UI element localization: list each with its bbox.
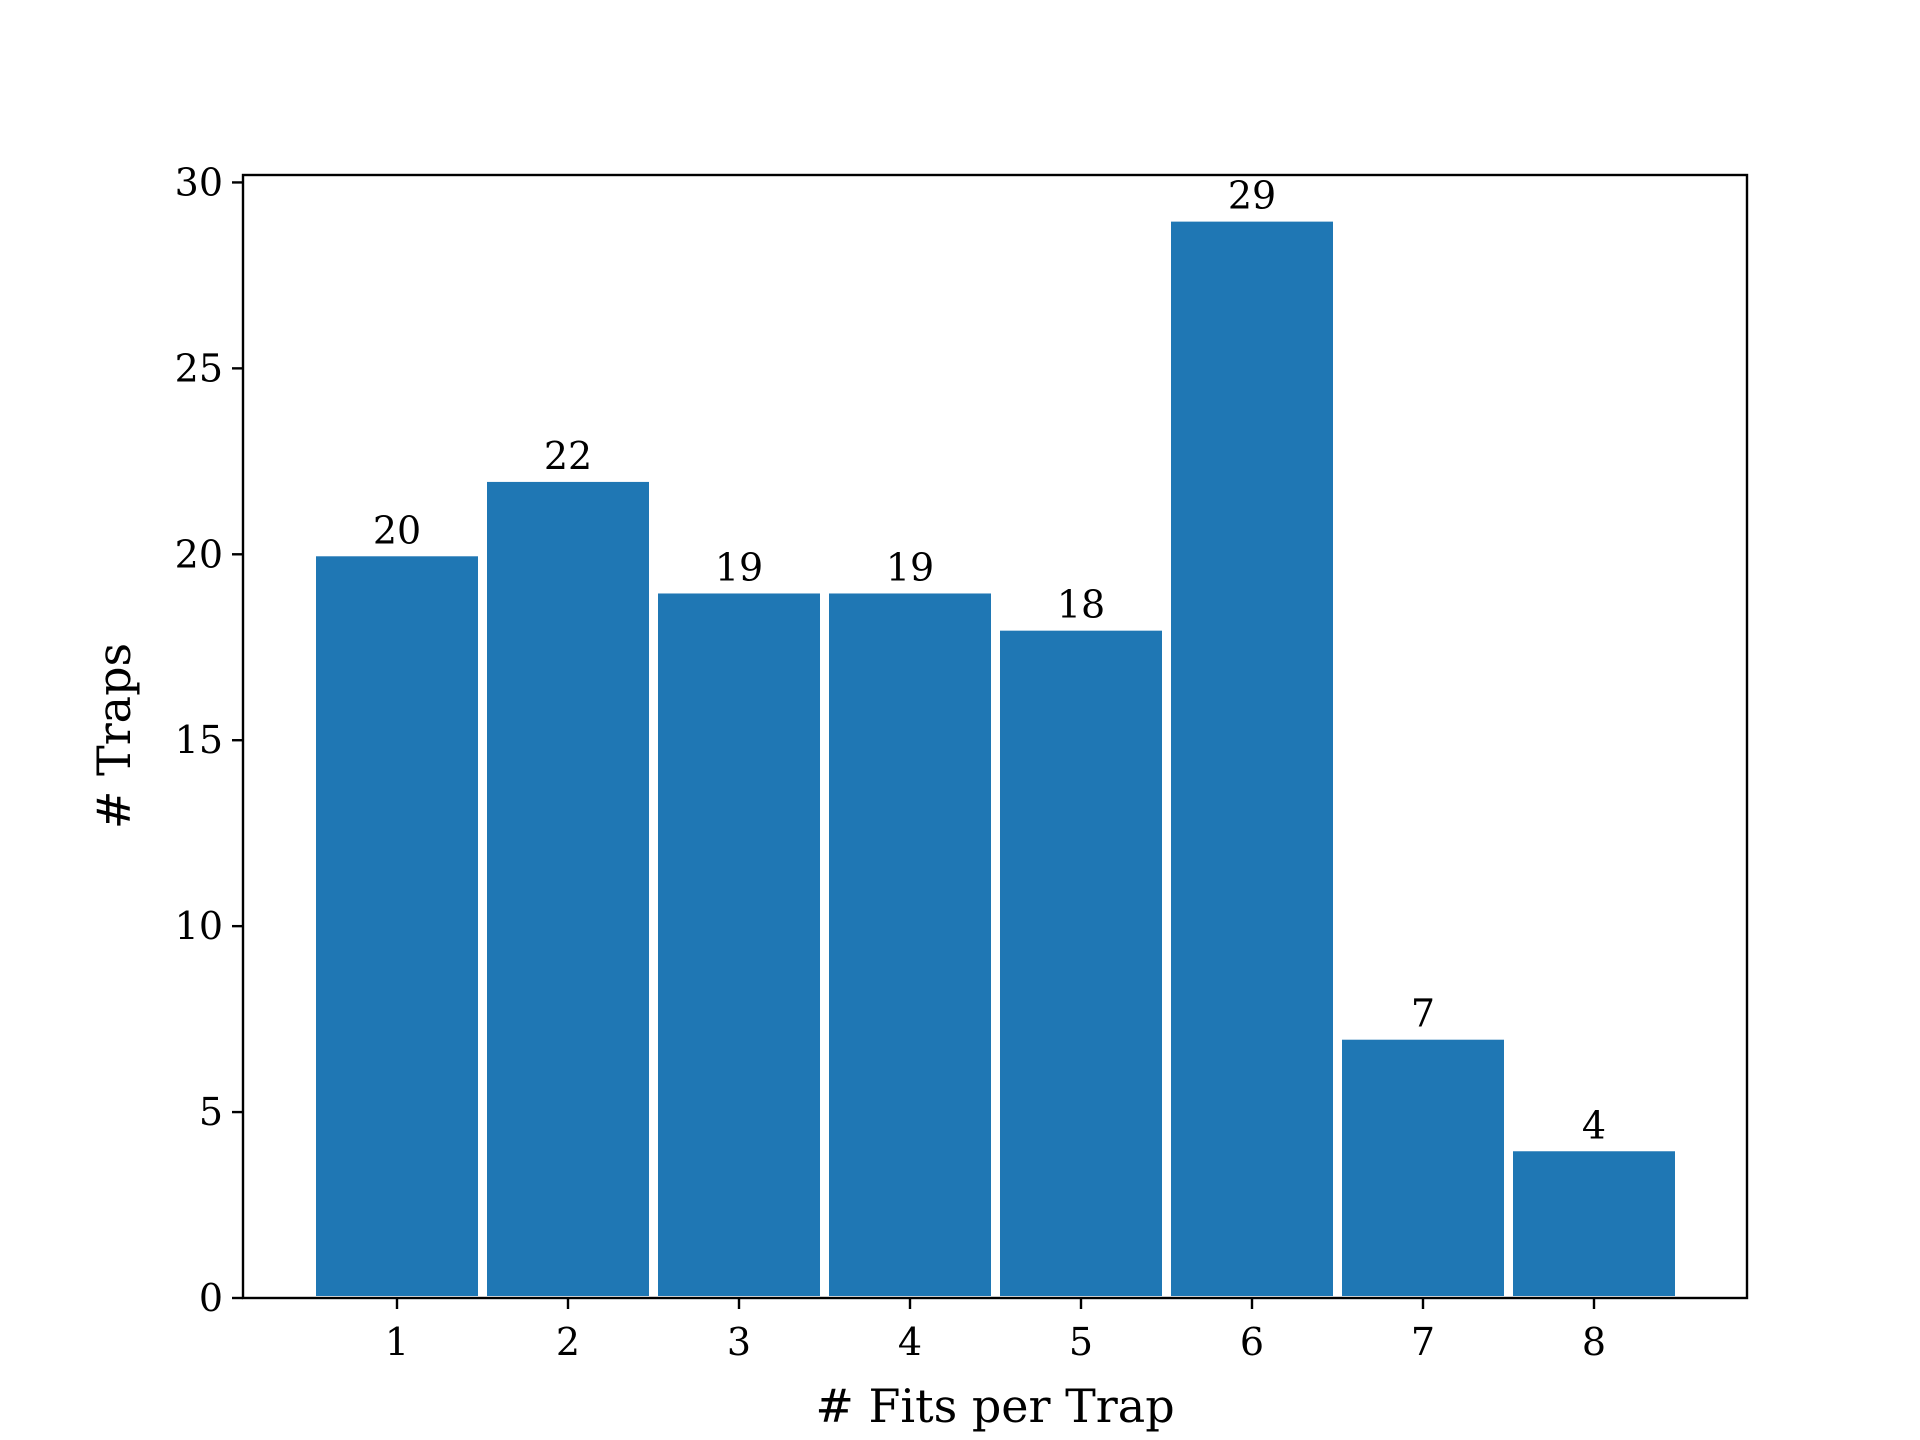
bar-5: [996, 626, 1166, 1300]
y-tick-label-25: 25: [175, 346, 223, 390]
y-tick-label-15: 15: [175, 718, 223, 762]
bar-6: [1167, 217, 1337, 1300]
bar-3: [654, 589, 824, 1300]
x-axis-ticks: 1 2 3 4 5 6 7 8: [385, 1298, 1606, 1364]
y-axis-ticks: 0 5 10 15 20 25 30: [175, 160, 243, 1320]
bar-7: [1338, 1035, 1508, 1301]
bar-1: [312, 552, 482, 1300]
bar-value-label-5: 18: [1057, 583, 1105, 627]
bar-value-label-8: 4: [1582, 1103, 1606, 1147]
bar-value-label-7: 7: [1411, 992, 1435, 1036]
bar-8: [1509, 1147, 1679, 1301]
bar-value-label-3: 19: [715, 545, 763, 589]
bar-value-label-2: 22: [544, 434, 592, 478]
bar-2: [483, 477, 653, 1300]
bar-value-label-6: 29: [1228, 174, 1276, 218]
bars: [312, 217, 1679, 1301]
y-tick-label-30: 30: [175, 160, 223, 204]
x-tick-label-1: 1: [385, 1320, 409, 1364]
x-tick-label-7: 7: [1411, 1320, 1435, 1364]
y-tick-label-0: 0: [199, 1276, 223, 1320]
x-tick-label-5: 5: [1069, 1320, 1093, 1364]
x-tick-label-6: 6: [1240, 1320, 1264, 1364]
x-tick-label-8: 8: [1582, 1320, 1606, 1364]
x-tick-label-3: 3: [727, 1320, 751, 1364]
x-tick-label-2: 2: [556, 1320, 580, 1364]
bar-value-label-1: 20: [373, 508, 421, 552]
y-axis-title: # Traps: [87, 643, 141, 829]
plot-frame: [241, 173, 1749, 1300]
x-tick-label-4: 4: [898, 1320, 922, 1364]
y-tick-label-10: 10: [175, 904, 223, 948]
x-axis-title: # Fits per Trap: [815, 1379, 1174, 1433]
bar-value-labels: 20 22 19 19 18 29 7 4: [373, 174, 1606, 1148]
y-tick-label-20: 20: [175, 532, 223, 576]
bar-value-label-4: 19: [886, 545, 934, 589]
y-tick-label-5: 5: [199, 1090, 223, 1134]
bar-4: [825, 589, 995, 1300]
